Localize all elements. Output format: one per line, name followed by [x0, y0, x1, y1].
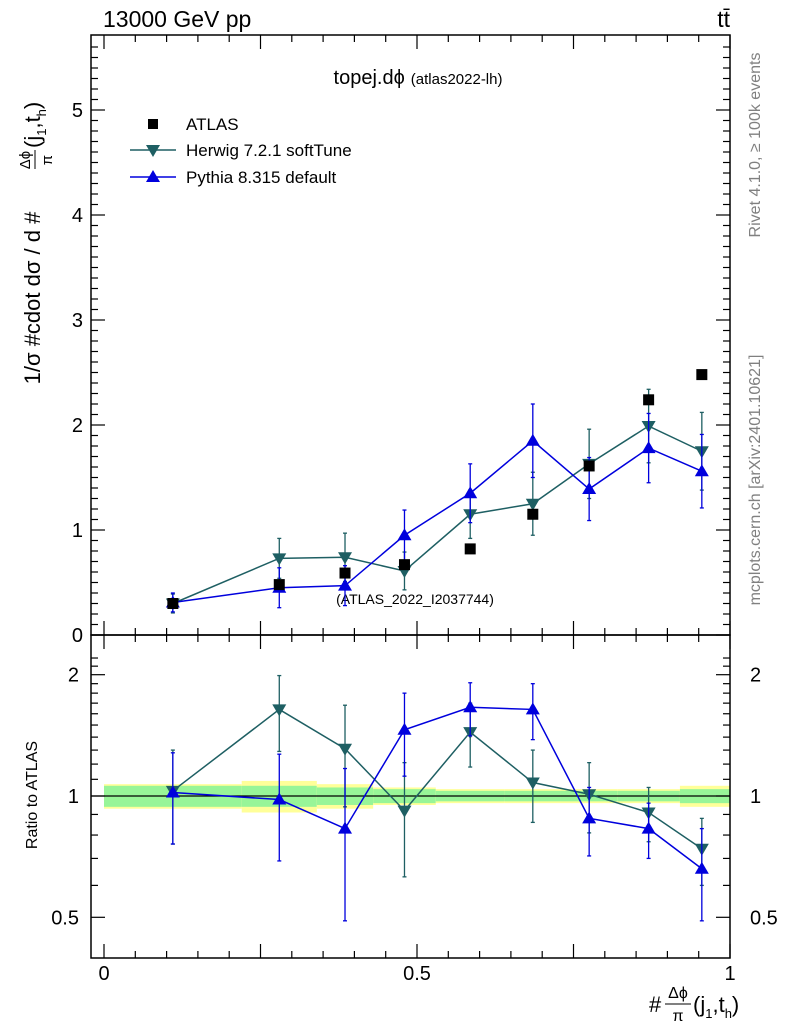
ratio-tick-label-left: 2 [68, 665, 79, 687]
pythia-ratio-point [272, 792, 287, 805]
atlas-point [273, 579, 285, 591]
herwig-ratio-point [338, 743, 353, 756]
atlas-point [339, 567, 351, 579]
pythia-point [338, 578, 353, 591]
ratio-tick-label-right: 0.5 [750, 907, 778, 929]
pythia-point [525, 433, 540, 446]
x-label-rest: (j1,th) [693, 992, 739, 1021]
ratio-tick-label-right: 2 [750, 665, 761, 687]
legend-entry-herwig: Herwig 7.2.1 softTune [130, 141, 352, 160]
pythia-point [463, 486, 478, 499]
main-y-label-text: 1/σ #cdot dσ / d # [20, 211, 45, 384]
main-y-label-den: π [39, 155, 56, 165]
y-tick-label: 0 [72, 625, 83, 647]
mcplots-label: mcplots.cern.ch [arXiv:2401.10621] [747, 355, 764, 606]
pythia-point [397, 528, 412, 541]
herwig-ratio-line [172, 708, 703, 850]
y-tick-label: 3 [72, 310, 83, 332]
x-axis-label: # Δϕ π (j1,th) [649, 985, 739, 1025]
pythia-line [172, 439, 703, 604]
pythia-ratio-point [694, 861, 709, 874]
plot-title-main: topej.dϕ [334, 67, 405, 89]
ratio-series [165, 674, 709, 922]
pythia-point [582, 482, 597, 495]
x-label-hash: # [649, 992, 662, 1017]
main-y-label-rest: (j1,th) [20, 102, 49, 148]
legend-entry-pythia: Pythia 8.315 default [130, 168, 337, 187]
plot-title-sub: (atlas2022-lh) [411, 71, 503, 88]
atlas-point [398, 559, 410, 571]
herwig-point [338, 552, 353, 565]
pythia-ratio-point [582, 811, 597, 824]
herwig-ratio-point [397, 805, 412, 818]
main-y-axis-label: 1/σ #cdot dσ / d # Δϕ π (j1,th) [17, 102, 56, 385]
y-tick-label: 2 [72, 415, 83, 437]
pythia-ratio-point [463, 700, 478, 713]
tick-labels: 0 0.5 1 0 1 2 3 4 5 0.5 0.5 1 1 2 2 [51, 100, 778, 985]
legend-marker-pythia [146, 170, 160, 182]
pythia-ratio-point [338, 821, 353, 834]
y-tick-label: 5 [72, 100, 83, 122]
energy-label: 13000 GeV pp [103, 6, 251, 32]
herwig-ratio-point [272, 704, 287, 717]
pythia-ratio-point [397, 722, 412, 735]
axis-ticks [91, 35, 731, 958]
legend-label-atlas: ATLAS [186, 115, 239, 134]
legend-label-pythia: Pythia 8.315 default [186, 168, 337, 187]
plot-title: topej.dϕ (atlas2022-lh) [334, 67, 503, 89]
legend-marker-herwig [146, 145, 160, 157]
ratio-y-axis-label: Ratio to ATLAS [24, 741, 41, 849]
legend-label-herwig: Herwig 7.2.1 softTune [186, 141, 352, 160]
main-series [165, 369, 709, 614]
pythia-ratio-point [165, 785, 180, 798]
pythia-point [694, 464, 709, 477]
x-tick-label: 1 [724, 963, 735, 985]
rivet-version-label: Rivet 4.1.0, ≥ 100k events [747, 53, 764, 238]
analysis-watermark: (ATLAS_2022_I2037744) [336, 591, 494, 607]
pythia-ratio-point [525, 702, 540, 715]
atlas-point [527, 508, 539, 520]
pythia-ratio-point [641, 821, 656, 834]
process-label: tt̄ [717, 6, 730, 32]
x-tick-label: 0.5 [403, 963, 431, 985]
ratio-tick-label-left: 1 [68, 786, 79, 808]
x-label-num: Δϕ [668, 985, 688, 1002]
x-label-den: π [672, 1008, 683, 1024]
herwig-point [525, 498, 540, 511]
herwig-point [272, 553, 287, 566]
y-tick-label: 4 [72, 205, 83, 227]
y-tick-label: 1 [72, 520, 83, 542]
atlas-point [696, 369, 708, 381]
ratio-tick-label-right: 1 [750, 786, 761, 808]
ratio-tick-label-left: 0.5 [51, 907, 79, 929]
legend-entry-atlas: ATLAS [148, 115, 239, 134]
main-y-label-num: Δϕ [17, 151, 34, 169]
atlas-point [167, 598, 179, 609]
herwig-ratio-point [525, 777, 540, 790]
x-tick-label: 0 [98, 963, 109, 985]
legend: ATLAS Herwig 7.2.1 softTune Pythia 8.315… [130, 115, 352, 187]
atlas-point [464, 543, 476, 555]
atlas-point [583, 460, 595, 472]
pythia-point [641, 441, 656, 454]
atlas-point [643, 394, 655, 406]
legend-marker-atlas [148, 119, 158, 129]
